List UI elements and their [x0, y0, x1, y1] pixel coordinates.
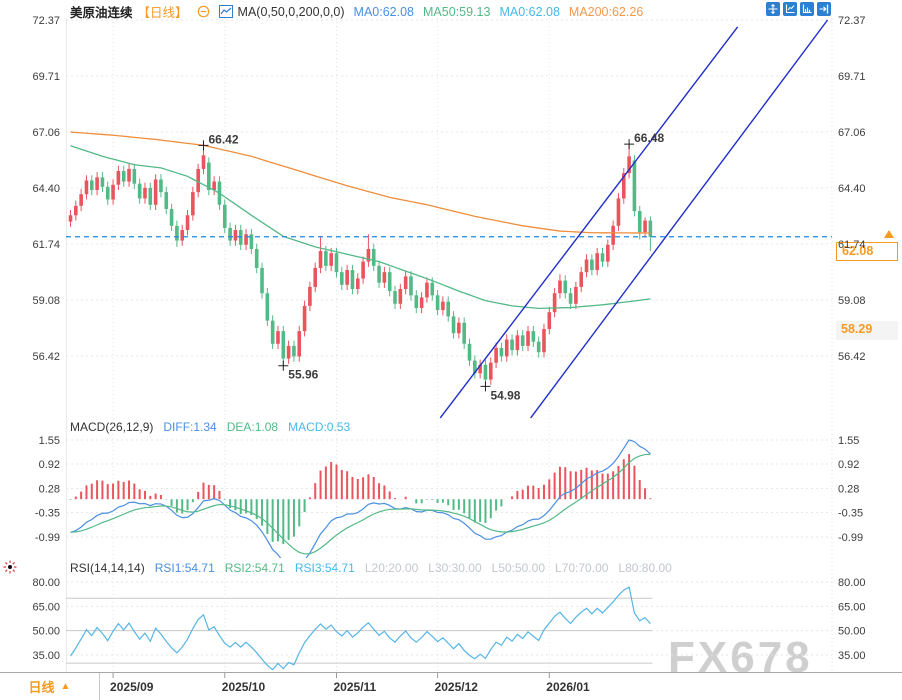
svg-text:59.08: 59.08: [32, 295, 60, 307]
ma50-value: MA50:59.13: [423, 4, 491, 19]
svg-text:50.00: 50.00: [32, 626, 60, 638]
rsi-level-20: L20:20.00: [364, 561, 419, 575]
ma200-value: MA200:62.26: [568, 4, 644, 19]
collapse-right-icon[interactable]: [817, 2, 831, 16]
caret-up-icon: ▲: [60, 681, 71, 692]
svg-text:80.00: 80.00: [838, 577, 866, 589]
rsi-panel: [69, 586, 651, 670]
moving-average-lines: [70, 131, 651, 310]
rsi1-value: RSI1:54.71: [154, 561, 215, 575]
svg-text:54.98: 54.98: [490, 388, 520, 402]
macd-diff-value: DIFF:1.34: [163, 420, 217, 434]
svg-text:61.74: 61.74: [838, 239, 866, 251]
svg-text:64.40: 64.40: [32, 183, 60, 195]
svg-text:0.28: 0.28: [838, 484, 859, 496]
rsi3-value: RSI3:54.71: [294, 561, 355, 575]
rsi-header: RSI(14,14,14) RSI1:54.71 RSI2:54.71 RSI3…: [70, 561, 672, 575]
svg-text:1.55: 1.55: [39, 435, 60, 447]
svg-text:0.92: 0.92: [838, 459, 859, 471]
axis-labels: 72.37 72.37 69.71 69.71 67.06 67.06 64.40 64.40…: [32, 15, 865, 662]
trend-channel-lines: [439, 19, 829, 419]
svg-text:56.42: 56.42: [32, 351, 60, 363]
period-tag: 【日线】: [137, 6, 188, 20]
svg-text:66.42: 66.42: [209, 132, 239, 146]
rsi-level-70: L70:70.00: [555, 561, 609, 575]
svg-text:-0.99: -0.99: [35, 532, 60, 544]
indicator-alert-icon[interactable]: [3, 560, 17, 579]
price-up-triangle-icon: [884, 230, 894, 238]
svg-text:2025/10: 2025/10: [222, 680, 266, 694]
svg-text:2025/09: 2025/09: [110, 680, 154, 694]
circle-minus-icon[interactable]: [197, 5, 210, 18]
svg-text:2025/11: 2025/11: [334, 680, 377, 694]
svg-text:56.42: 56.42: [838, 351, 866, 363]
svg-text:66.48: 66.48: [634, 131, 664, 145]
ma-settings-label: MA(0,50,0,200,0,0): [237, 4, 345, 19]
svg-text:64.40: 64.40: [838, 183, 866, 195]
svg-text:35.00: 35.00: [838, 650, 866, 662]
time-axis: 2025/09 2025/10 2025/11 2025/12 2026/01: [0, 672, 902, 694]
svg-text:0.92: 0.92: [39, 459, 60, 471]
axis-scale-icon[interactable]: [783, 2, 797, 16]
reference-price-tag: 58.29: [836, 321, 898, 340]
macd-dea-value: DEA:1.08: [226, 420, 279, 434]
watermark: FX678: [668, 633, 813, 682]
price-annotations: 66.42 66.48 55.96 54.98: [198, 131, 664, 402]
candlestick-layer: [68, 144, 653, 387]
svg-text:0.28: 0.28: [39, 484, 60, 496]
svg-text:-0.35: -0.35: [35, 508, 60, 520]
svg-text:2025/12: 2025/12: [435, 680, 479, 694]
rsi-level-80: L80:80.00: [618, 561, 672, 575]
svg-text:61.74: 61.74: [32, 239, 60, 251]
period-selector[interactable]: 日线 ▲: [0, 673, 100, 700]
svg-text:72.37: 72.37: [838, 15, 866, 27]
macd-title: MACD(26,12,9): [70, 420, 154, 434]
macd-panel: [69, 439, 652, 558]
symbol-name: 美原油连续: [70, 6, 133, 20]
rsi-title: RSI(14,14,14): [70, 561, 145, 575]
svg-text:69.71: 69.71: [838, 71, 866, 83]
svg-text:35.00: 35.00: [32, 650, 60, 662]
rsi-level-30: L30:30.00: [428, 561, 482, 575]
svg-text:-0.35: -0.35: [838, 508, 863, 520]
macd-header: MACD(26,12,9) DIFF:1.34 DEA:1.08 MACD:0.…: [70, 420, 350, 434]
svg-text:55.96: 55.96: [288, 368, 318, 382]
svg-text:69.71: 69.71: [32, 71, 60, 83]
pan-move-icon[interactable]: [766, 2, 780, 16]
ma0-value: MA0:62.08: [353, 4, 415, 19]
svg-text:65.00: 65.00: [838, 601, 866, 613]
grid-layer: [66, 18, 833, 672]
axis-scale-right-icon[interactable]: [800, 2, 814, 16]
svg-text:2026/01: 2026/01: [546, 680, 590, 694]
svg-text:72.37: 72.37: [32, 15, 60, 27]
svg-text:1.55: 1.55: [838, 435, 859, 447]
period-label: 日线: [28, 680, 55, 695]
last-price-tag: 62.08: [836, 242, 898, 261]
rsi2-value: RSI2:54.71: [224, 561, 285, 575]
chart-header: 美原油连续 【日线】 MA(0,50,0,200,0,0) MA0:62.08 …: [70, 2, 643, 21]
macd-macd-value: MACD:0.53: [288, 420, 351, 434]
svg-text:80.00: 80.00: [32, 577, 60, 589]
svg-text:-0.99: -0.99: [838, 532, 863, 544]
svg-text:67.06: 67.06: [32, 127, 60, 139]
rsi-level-50: L50:50.00: [491, 561, 546, 575]
ma0b-value: MA0:62.08: [499, 4, 560, 19]
svg-text:65.00: 65.00: [32, 601, 60, 613]
chart-toolbar: [766, 2, 831, 16]
svg-text:67.06: 67.06: [838, 127, 866, 139]
svg-text:50.00: 50.00: [838, 626, 866, 638]
svg-text:59.08: 59.08: [838, 295, 866, 307]
line-chart-icon[interactable]: [218, 5, 233, 18]
